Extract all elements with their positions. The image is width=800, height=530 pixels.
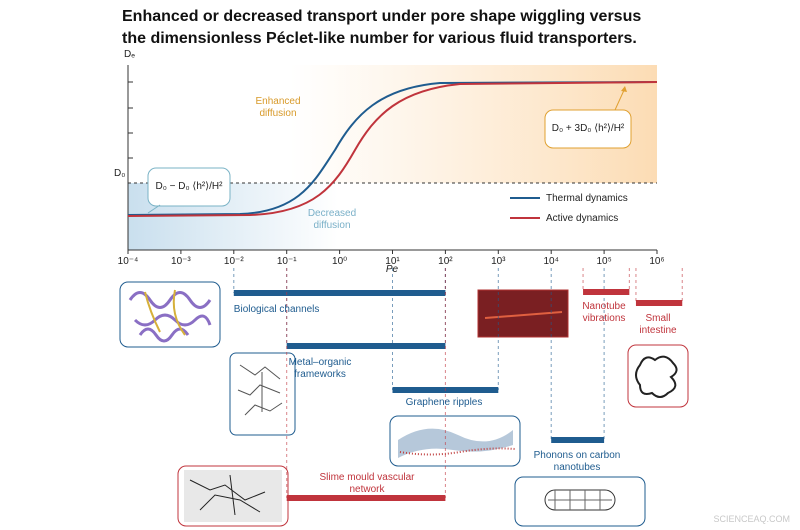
x-tick-label: 10⁵ xyxy=(596,256,611,267)
watermark: SCIENCEAQ.COM xyxy=(713,514,790,524)
x-tick-label: 10⁰ xyxy=(332,256,347,267)
y-axis-label: Dₑ xyxy=(124,49,135,60)
photo-image xyxy=(477,289,569,338)
formula: D₀ + 3D₀ ⟨h²⟩/H² xyxy=(551,123,625,134)
graphene-image xyxy=(389,415,521,467)
range-label: Graphene ripples xyxy=(405,397,483,408)
x-tick-label: 10⁶ xyxy=(649,256,664,267)
annotation: Decreased diffusion xyxy=(307,208,357,231)
annotation: Enhanced diffusion xyxy=(255,96,301,119)
range-label: Biological channels xyxy=(233,304,320,315)
range-bar xyxy=(286,495,446,501)
mof-image xyxy=(229,352,296,436)
x-tick-label: 10⁻³ xyxy=(171,256,191,267)
range-bar xyxy=(551,437,605,443)
chart-title: Enhanced or decreased transport under po… xyxy=(122,8,642,47)
thermal-curve xyxy=(127,81,658,216)
formula: D₀ − D₀ ⟨h²⟩/H² xyxy=(155,181,223,192)
reference-label: D₀ xyxy=(114,168,125,179)
range-bar xyxy=(286,343,446,349)
x-tick-label: 10² xyxy=(438,256,453,267)
arrow xyxy=(147,204,161,214)
range-label: Small intestine xyxy=(639,313,677,336)
x-tick-label: 10⁴ xyxy=(543,256,558,267)
x-tick-label: 10⁻² xyxy=(224,256,244,267)
x-tick-label: 10⁻¹ xyxy=(277,256,297,267)
x-tick-label: 10¹ xyxy=(385,256,400,267)
range-label: Slime mould vascular network xyxy=(319,472,415,495)
active-curve xyxy=(127,81,658,217)
protein-image xyxy=(119,281,221,348)
range-label: Phonons on carbon nanotubes xyxy=(533,450,621,473)
nanotube-image xyxy=(514,476,646,527)
legend-label: Thermal dynamics xyxy=(546,193,628,204)
range-bar xyxy=(583,289,630,295)
legend-label: Active dynamics xyxy=(546,213,618,224)
range-bar xyxy=(635,300,683,306)
slime-image xyxy=(177,465,289,527)
intestine-image xyxy=(627,344,689,408)
x-tick-label: 10³ xyxy=(491,256,506,267)
formula-box xyxy=(544,109,632,149)
arrow xyxy=(614,87,626,111)
range-label: Metal–organic frameworks xyxy=(288,357,352,380)
range-label: Nanotube vibrations xyxy=(582,301,626,324)
x-tick-label: 10⁻⁴ xyxy=(118,256,139,267)
arrowhead xyxy=(621,86,627,92)
range-bar xyxy=(233,290,446,296)
formula-box xyxy=(147,167,231,207)
